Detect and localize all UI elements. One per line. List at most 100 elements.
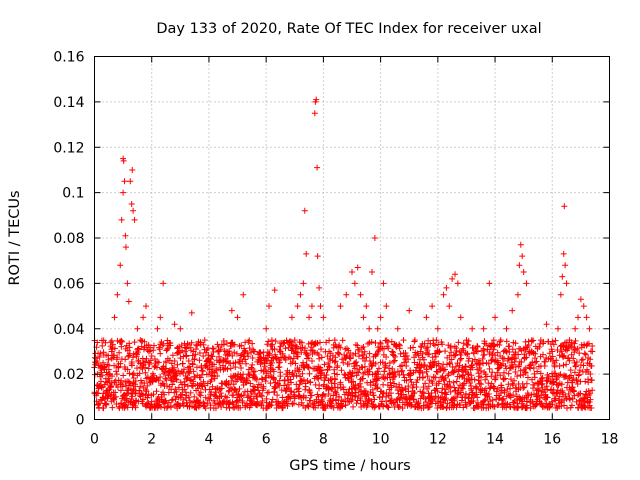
data-point — [246, 345, 253, 352]
data-point — [192, 351, 199, 358]
x-axis-label: GPS time / hours — [289, 458, 410, 474]
data-point — [371, 235, 378, 241]
data-point — [132, 378, 139, 385]
chart-title: Day 133 of 2020, Rate Of TEC Index for r… — [156, 21, 541, 37]
data-point — [527, 365, 534, 372]
data-point — [314, 253, 321, 260]
data-point — [357, 383, 364, 390]
data-point — [477, 359, 484, 366]
y-tick-label: 0.06 — [53, 276, 84, 292]
data-point — [543, 400, 550, 407]
data-point — [283, 371, 290, 378]
data-point — [492, 314, 499, 321]
data-point — [305, 355, 312, 362]
data-point — [294, 303, 301, 310]
data-point — [368, 339, 375, 346]
data-point — [432, 353, 439, 360]
data-point — [200, 352, 207, 359]
data-point — [304, 352, 311, 359]
data-point — [477, 367, 484, 374]
data-point — [145, 400, 152, 407]
data-point — [296, 393, 303, 400]
data-point — [405, 356, 412, 363]
data-point — [382, 364, 389, 371]
data-point — [272, 338, 279, 345]
data-point — [403, 393, 410, 400]
data-point — [535, 387, 542, 394]
data-point — [112, 393, 119, 400]
data-point — [490, 337, 497, 344]
data-point — [233, 388, 240, 395]
data-point — [369, 269, 376, 276]
data-point — [434, 325, 441, 332]
data-point — [129, 166, 136, 173]
data-point — [561, 203, 568, 210]
data-point — [117, 360, 124, 367]
data-point — [420, 363, 427, 370]
data-point — [355, 353, 362, 360]
data-point — [499, 355, 506, 362]
data-point — [474, 394, 481, 401]
data-point — [374, 385, 381, 392]
data-point — [336, 351, 343, 358]
data-point — [153, 364, 160, 371]
data-point — [140, 359, 147, 366]
data-point — [429, 380, 436, 387]
data-point — [224, 394, 231, 401]
data-point — [339, 337, 346, 344]
data-point — [390, 358, 397, 365]
data-point — [169, 352, 176, 359]
data-point — [284, 381, 291, 388]
data-point — [179, 360, 186, 367]
data-point — [494, 357, 501, 364]
data-point — [348, 373, 355, 380]
data-point — [340, 386, 347, 393]
data-point — [563, 361, 570, 368]
data-point — [181, 366, 188, 373]
data-point — [185, 394, 192, 401]
data-point — [468, 372, 475, 379]
data-point — [423, 366, 430, 373]
data-point — [580, 303, 587, 310]
data-point — [237, 404, 244, 411]
data-point — [100, 349, 107, 356]
data-point — [453, 394, 460, 401]
data-point — [118, 343, 125, 350]
y-tick-label: 0.12 — [53, 140, 84, 156]
data-point — [172, 376, 179, 383]
data-point — [539, 374, 546, 381]
data-point — [308, 303, 315, 310]
data-point — [486, 365, 493, 372]
data-point — [456, 373, 463, 380]
data-point — [317, 303, 324, 310]
data-point — [225, 388, 232, 395]
data-point — [345, 389, 352, 396]
data-point — [398, 368, 405, 375]
data-point — [245, 353, 252, 360]
data-point — [533, 393, 540, 400]
data-point — [382, 362, 389, 369]
data-point — [336, 342, 343, 349]
data-point — [565, 354, 572, 361]
data-point — [346, 354, 353, 361]
data-point — [581, 350, 588, 357]
data-point — [300, 376, 307, 383]
data-point — [475, 403, 482, 410]
data-point — [512, 355, 519, 362]
data-point — [287, 376, 294, 383]
data-point — [125, 298, 132, 305]
data-point — [458, 391, 465, 398]
data-point — [267, 380, 274, 387]
data-point — [557, 291, 564, 298]
data-point — [208, 376, 215, 383]
data-point — [298, 399, 305, 406]
data-point — [425, 383, 432, 390]
data-point — [552, 337, 559, 344]
data-point — [552, 370, 559, 377]
data-point — [510, 382, 517, 389]
data-point — [122, 382, 129, 389]
data-point — [244, 377, 251, 384]
data-point — [491, 385, 498, 392]
data-point — [136, 370, 143, 377]
x-tick-label: 18 — [601, 432, 619, 448]
